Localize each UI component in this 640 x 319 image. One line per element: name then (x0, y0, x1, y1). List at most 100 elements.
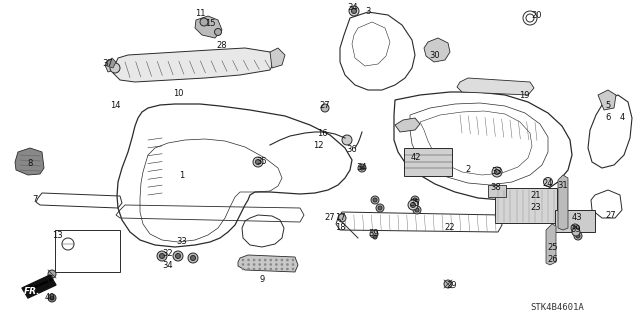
Text: 27: 27 (605, 211, 616, 219)
Circle shape (292, 268, 294, 270)
Circle shape (175, 254, 180, 258)
Text: 1: 1 (179, 170, 184, 180)
Text: 18: 18 (335, 224, 346, 233)
Text: 42: 42 (411, 153, 421, 162)
Polygon shape (395, 118, 420, 132)
Circle shape (264, 264, 266, 265)
Circle shape (50, 296, 54, 300)
Text: 29: 29 (447, 281, 457, 291)
Circle shape (270, 264, 271, 265)
Text: 12: 12 (313, 140, 323, 150)
Circle shape (338, 214, 346, 222)
Circle shape (358, 164, 366, 172)
Text: 43: 43 (572, 213, 582, 222)
Polygon shape (105, 60, 114, 72)
Text: 24: 24 (543, 179, 553, 188)
Circle shape (281, 264, 283, 265)
Circle shape (242, 268, 244, 270)
Circle shape (188, 253, 198, 263)
Circle shape (287, 268, 288, 270)
Circle shape (576, 234, 580, 238)
Circle shape (281, 259, 283, 261)
Bar (495, 188, 557, 223)
Text: 15: 15 (205, 19, 215, 28)
Text: 23: 23 (531, 203, 541, 211)
Circle shape (276, 264, 277, 265)
Bar (55, 230, 120, 272)
Circle shape (444, 280, 452, 288)
Circle shape (276, 268, 277, 270)
Text: 33: 33 (492, 167, 502, 176)
Text: 2: 2 (465, 166, 470, 174)
Text: 37: 37 (102, 60, 113, 69)
Text: 34: 34 (163, 262, 173, 271)
Text: 41: 41 (45, 276, 55, 285)
Text: 5: 5 (605, 100, 611, 109)
Circle shape (200, 18, 208, 26)
Circle shape (342, 135, 352, 145)
Circle shape (574, 232, 582, 240)
Circle shape (248, 268, 250, 270)
Text: 27: 27 (324, 213, 335, 222)
Circle shape (373, 235, 377, 239)
Circle shape (292, 264, 294, 265)
Text: 20: 20 (532, 11, 542, 19)
Circle shape (572, 228, 580, 236)
Text: 11: 11 (195, 10, 205, 19)
Text: 7: 7 (32, 196, 38, 204)
Circle shape (259, 264, 260, 265)
Circle shape (321, 104, 329, 112)
Polygon shape (558, 175, 568, 230)
Circle shape (110, 63, 120, 73)
Text: 36: 36 (347, 145, 357, 154)
Circle shape (259, 268, 260, 270)
Circle shape (214, 28, 221, 35)
Polygon shape (107, 58, 116, 68)
Circle shape (242, 259, 244, 261)
Text: 21: 21 (531, 190, 541, 199)
Text: 39: 39 (571, 226, 581, 234)
Circle shape (287, 264, 288, 265)
Polygon shape (598, 90, 616, 110)
Circle shape (253, 157, 263, 167)
Text: 38: 38 (491, 183, 501, 192)
Circle shape (543, 177, 552, 187)
Text: 32: 32 (163, 249, 173, 258)
Text: 9: 9 (259, 276, 264, 285)
Text: 28: 28 (217, 41, 227, 49)
Text: 17: 17 (335, 212, 346, 221)
Polygon shape (22, 275, 56, 298)
Circle shape (411, 196, 419, 204)
Bar (555, 210, 595, 232)
Text: 10: 10 (173, 88, 183, 98)
Polygon shape (424, 38, 450, 62)
Text: 14: 14 (109, 101, 120, 110)
Circle shape (264, 259, 266, 261)
Circle shape (242, 264, 244, 265)
Circle shape (48, 270, 56, 278)
Circle shape (408, 200, 418, 210)
Circle shape (253, 264, 255, 265)
Circle shape (191, 256, 195, 261)
Circle shape (159, 254, 164, 258)
Text: 4: 4 (620, 114, 625, 122)
Circle shape (281, 268, 283, 270)
Text: 30: 30 (429, 50, 440, 60)
Circle shape (270, 268, 271, 270)
Text: 8: 8 (28, 159, 33, 167)
Text: 33: 33 (177, 238, 188, 247)
Circle shape (370, 230, 378, 238)
Polygon shape (238, 255, 298, 272)
Circle shape (371, 196, 379, 204)
Text: 35: 35 (257, 158, 268, 167)
Circle shape (351, 9, 356, 13)
Bar (404, 148, 452, 176)
Text: 16: 16 (317, 129, 327, 137)
Text: 26: 26 (548, 256, 558, 264)
Text: 25: 25 (548, 243, 558, 253)
Circle shape (292, 259, 294, 261)
Text: 35: 35 (410, 199, 420, 209)
Circle shape (264, 268, 266, 270)
Circle shape (378, 206, 382, 210)
Circle shape (253, 268, 255, 270)
